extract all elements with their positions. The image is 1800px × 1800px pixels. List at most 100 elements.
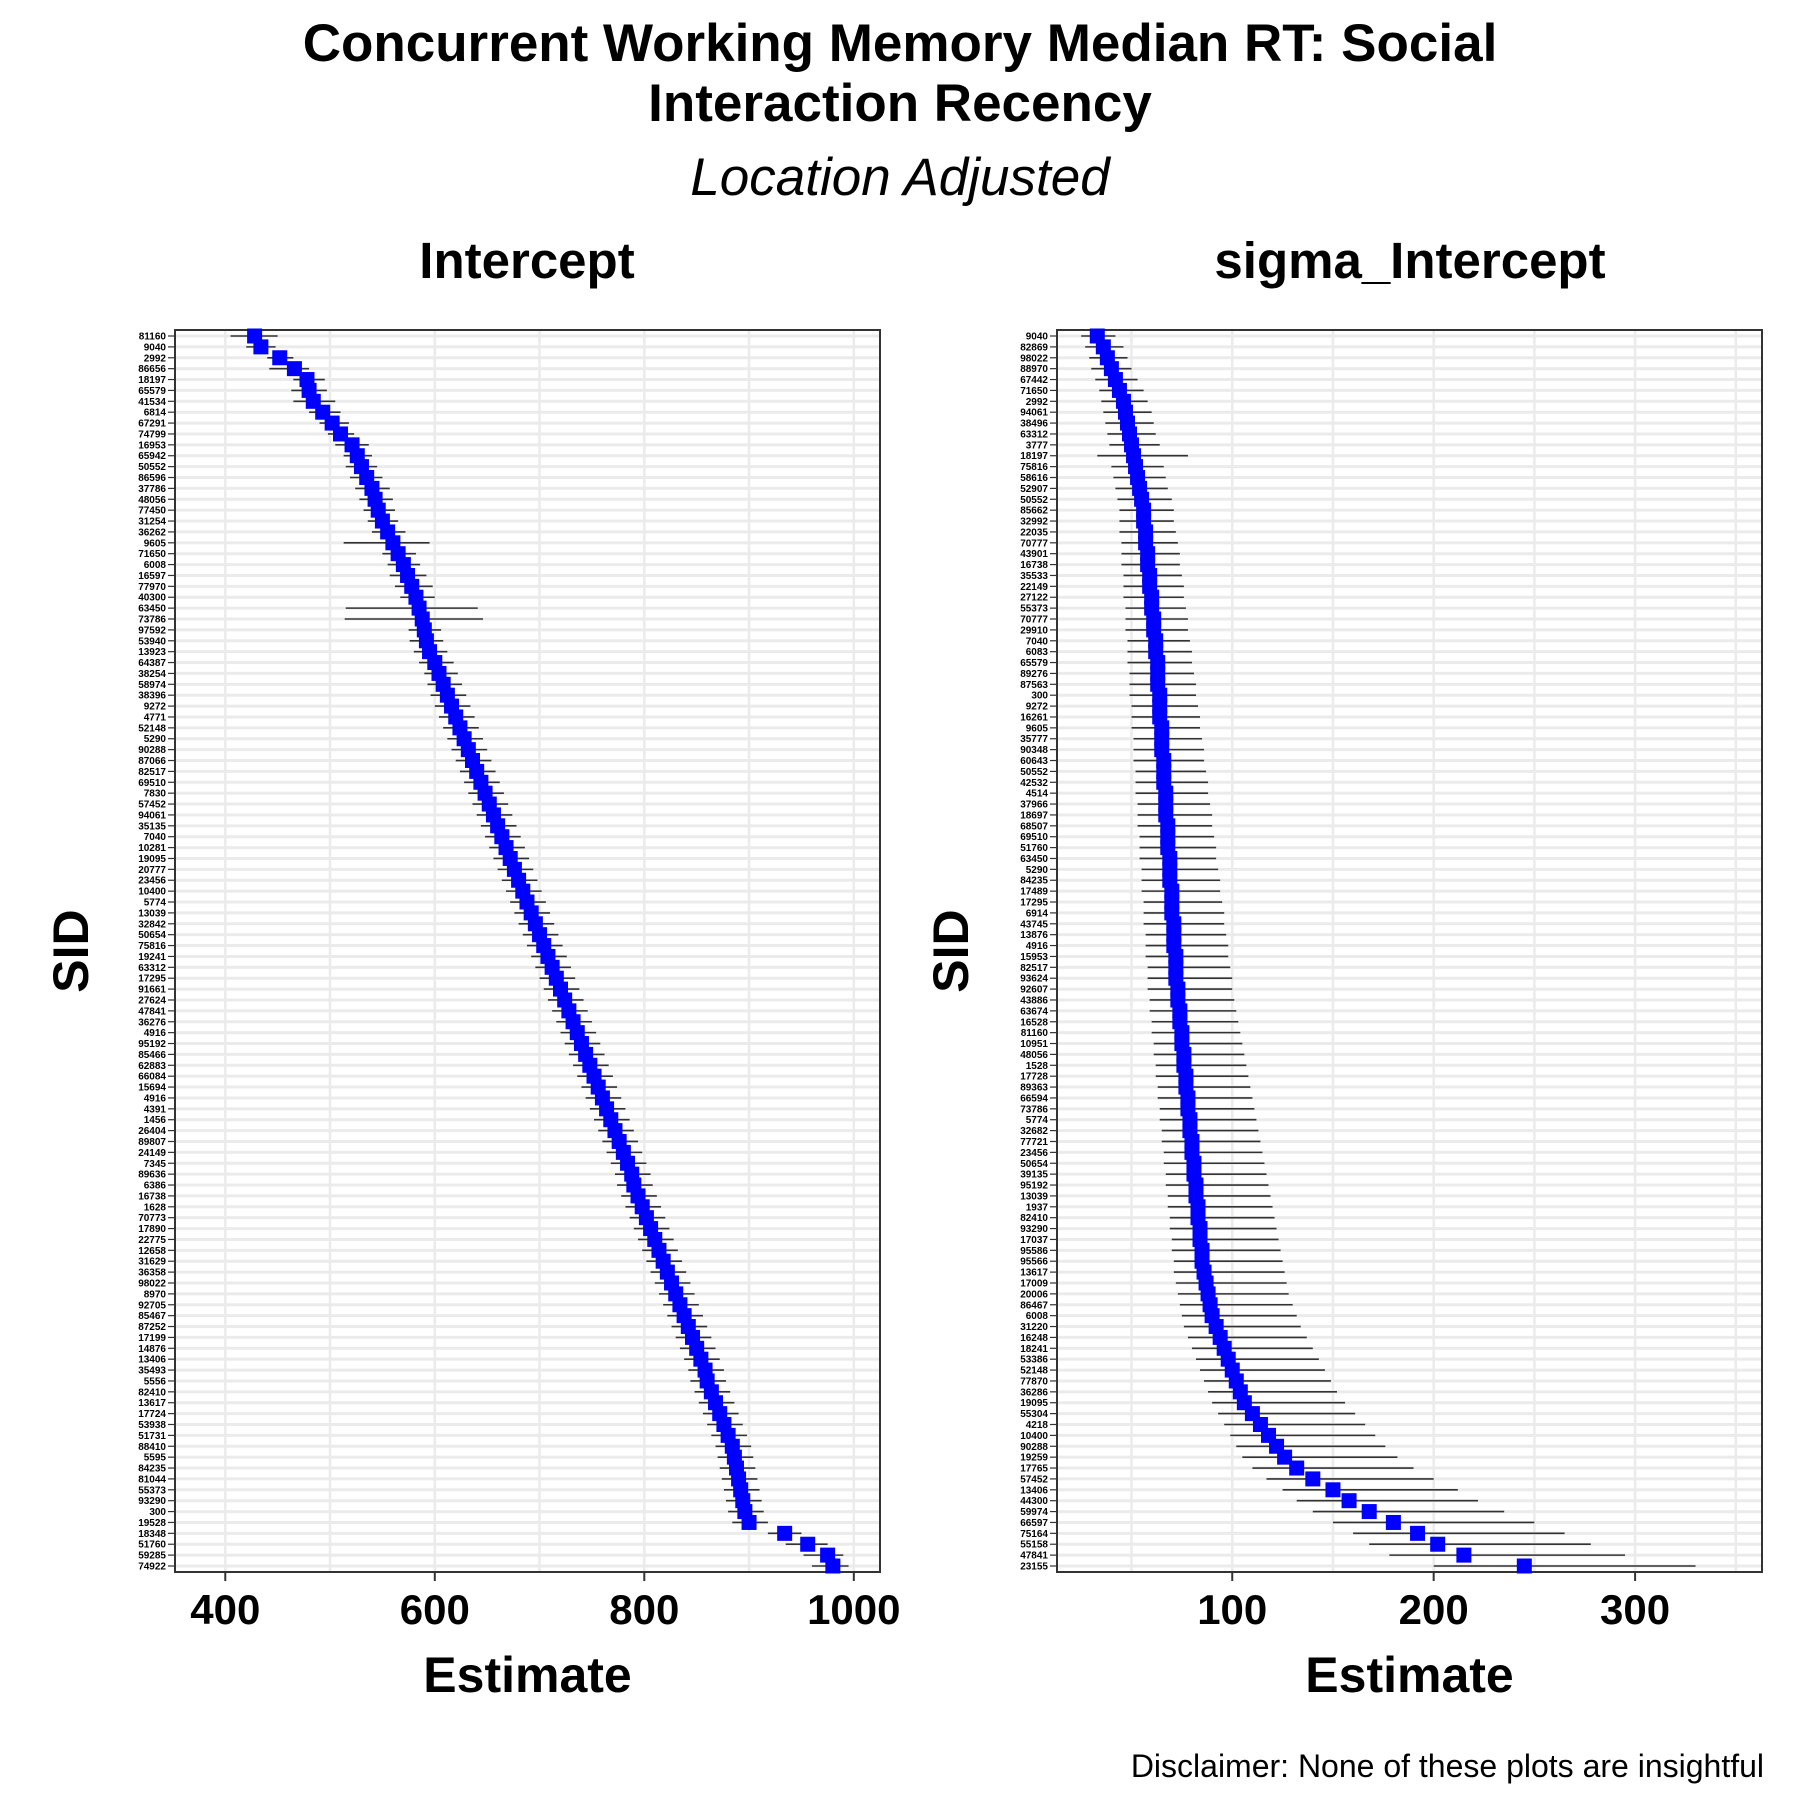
y-tick-label: 73786	[1020, 1104, 1048, 1115]
y-tick-label: 55158	[1020, 1540, 1048, 1551]
y-tick-label: 50552	[1020, 767, 1048, 778]
y-tick-label: 1528	[1026, 1061, 1049, 1072]
y-tick-label: 91661	[138, 985, 166, 996]
x-tick-label: 300	[1600, 1586, 1670, 1633]
y-tick-label: 37966	[1020, 800, 1048, 811]
y-tick-label: 70777	[1020, 615, 1048, 626]
y-tick-label: 81160	[139, 332, 167, 343]
y-tick-label: 88410	[138, 1442, 166, 1453]
y-tick-label: 87252	[138, 1322, 166, 1333]
y-tick-label: 22775	[138, 1235, 166, 1246]
y-tick-label: 1456	[144, 1115, 167, 1126]
x-tick-label: 400	[190, 1586, 260, 1633]
y-tick-label: 75816	[1020, 462, 1048, 473]
y-tick-label: 64387	[138, 658, 166, 669]
x-tick-label: 200	[1399, 1586, 1469, 1633]
y-tick-label: 53940	[138, 636, 166, 647]
y-tick-label: 66597	[1020, 1518, 1048, 1529]
y-tick-label: 63312	[138, 963, 166, 974]
y-tick-label: 86467	[1020, 1300, 1048, 1311]
y-tick-label: 17765	[1020, 1464, 1048, 1475]
y-tick-label: 71650	[138, 549, 166, 560]
y-tick-label: 18197	[1020, 451, 1048, 462]
y-tick-label: 17009	[1020, 1278, 1048, 1289]
y-tick-label: 9605	[1026, 723, 1049, 734]
y-tick-label: 93290	[138, 1496, 166, 1507]
y-tick-label: 31629	[138, 1257, 166, 1268]
y-tick-label: 6914	[1026, 908, 1049, 919]
y-tick-label: 86656	[138, 364, 166, 375]
y-tick-label: 13617	[138, 1398, 166, 1409]
y-tick-label: 51731	[138, 1431, 166, 1442]
y-tick-label: 18241	[1020, 1344, 1048, 1355]
y-tick-label: 27624	[138, 995, 166, 1006]
y-tick-label: 26404	[138, 1126, 166, 1137]
y-tick-label: 65942	[138, 451, 166, 462]
disclaimer-caption: Disclaimer: None of these plots are insi…	[1130, 1748, 1764, 1784]
y-tick-label: 6083	[1026, 647, 1049, 658]
y-tick-label: 17724	[138, 1409, 166, 1420]
y-tick-label: 93290	[1020, 1224, 1048, 1235]
y-tick-label: 19241	[138, 952, 166, 963]
data-point	[272, 350, 288, 366]
y-tick-label: 95192	[1020, 1181, 1048, 1192]
y-tick-label: 48056	[1020, 1050, 1048, 1061]
y-tick-label: 58974	[138, 680, 166, 691]
x-axis-title: Estimate	[423, 1647, 631, 1703]
panel-border	[174, 329, 881, 1573]
y-tick-label: 9272	[1026, 702, 1049, 713]
y-tick-label: 84235	[1020, 876, 1048, 887]
y-tick-label: 74922	[138, 1562, 166, 1573]
y-tick-label: 84235	[138, 1464, 166, 1475]
y-tick-label: 14876	[138, 1344, 166, 1355]
y-tick-label: 77870	[1020, 1376, 1048, 1387]
y-tick-label: 13876	[1020, 930, 1048, 941]
y-tick-label: 9605	[144, 538, 167, 549]
y-tick-label: 4218	[1026, 1420, 1049, 1431]
y-tick-label: 3777	[1026, 440, 1049, 451]
y-tick-label: 35135	[138, 821, 166, 832]
y-tick-label: 89807	[138, 1137, 166, 1148]
data-point	[253, 339, 269, 355]
y-tick-label: 85467	[138, 1311, 166, 1322]
y-tick-label: 4771	[144, 712, 167, 723]
y-tick-label: 98022	[1020, 353, 1048, 364]
y-tick-label: 4514	[1026, 789, 1049, 800]
y-tick-label: 95566	[1020, 1257, 1048, 1268]
data-point	[333, 426, 349, 442]
y-tick-label: 75164	[1020, 1529, 1048, 1540]
y-tick-label: 77721	[1020, 1137, 1048, 1148]
y-tick-label: 58616	[1020, 473, 1048, 484]
y-tick-label: 81160	[1021, 1028, 1049, 1039]
y-tick-label: 38254	[138, 669, 166, 680]
data-point	[1289, 1460, 1305, 1476]
y-tick-label: 1937	[1026, 1202, 1049, 1213]
y-tick-label: 38396	[138, 691, 166, 702]
x-tick-label: 1000	[807, 1586, 900, 1633]
y-axis-title: SID	[43, 909, 99, 992]
y-tick-label: 55304	[1020, 1409, 1048, 1420]
y-tick-label: 51760	[1020, 843, 1048, 854]
y-tick-label: 6008	[144, 560, 167, 571]
y-tick-label: 16528	[1020, 1017, 1048, 1028]
y-tick-label: 35533	[1020, 571, 1048, 582]
data-point	[1516, 1558, 1532, 1574]
y-tick-label: 4916	[1026, 941, 1049, 952]
y-tick-label: 89363	[1020, 1083, 1048, 1094]
y-tick-label: 87066	[138, 756, 166, 767]
panel-title: sigma_Intercept	[1214, 232, 1605, 289]
y-tick-label: 5595	[144, 1453, 167, 1464]
y-tick-label: 55373	[138, 1485, 166, 1496]
y-tick-label: 4391	[144, 1104, 167, 1115]
chart-title-line-2: Interaction Recency	[648, 74, 1152, 133]
y-tick-label: 82410	[138, 1387, 166, 1398]
y-tick-label: 15694	[138, 1083, 166, 1094]
y-tick-label: 89276	[1020, 669, 1048, 680]
y-tick-label: 40300	[138, 593, 166, 604]
y-tick-label: 35493	[138, 1366, 166, 1377]
data-point	[1456, 1547, 1472, 1563]
data-point	[825, 1558, 841, 1574]
y-tick-label: 50654	[1020, 1159, 1048, 1170]
y-tick-label: 65579	[138, 386, 166, 397]
y-tick-label: 7830	[144, 789, 167, 800]
